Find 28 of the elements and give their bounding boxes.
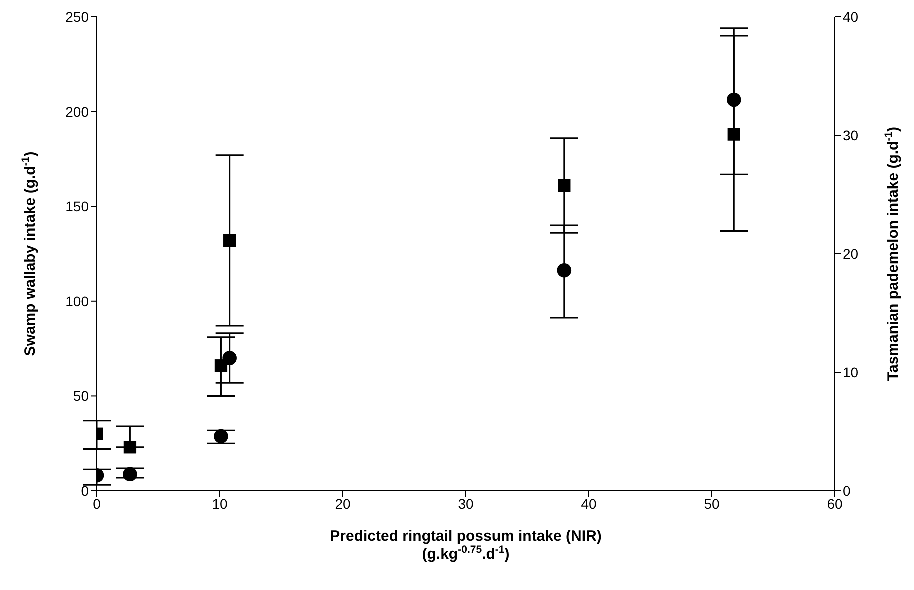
point [222,351,237,366]
point [728,128,740,141]
x-tick-label: 10 [212,496,228,512]
y-tick-label: 200 [66,104,90,120]
x-tick-label: 40 [581,496,597,512]
y2-tick-label: 0 [843,482,851,499]
point [727,92,742,108]
y2-tick-label: 30 [843,127,859,144]
x-tick-label: 20 [335,496,351,512]
y2-tick-label: 10 [843,364,859,380]
x-tick-label: 60 [827,496,843,512]
y-tick-label: 150 [66,198,90,215]
x-tick-label: 50 [704,496,720,512]
y-tick-label: 250 [66,8,90,25]
y-tick-label: 0 [81,482,90,499]
point [123,467,138,482]
point [558,179,571,192]
y2-tick-label: 40 [843,8,859,25]
point [557,263,572,278]
point [214,429,228,444]
y2-tick-label: 20 [843,246,859,262]
point [224,234,236,248]
x-tick-label: 30 [458,496,474,512]
point [124,441,137,454]
x-tick-label: 0 [93,496,102,512]
x-axis-title: Predicted ringtail possum intake (NIR) (g.kg$^{-0.75}$.d$^{-1}$) [330,528,602,563]
y-tick-label: 50 [73,388,90,404]
y-tick-label: 100 [66,293,90,310]
